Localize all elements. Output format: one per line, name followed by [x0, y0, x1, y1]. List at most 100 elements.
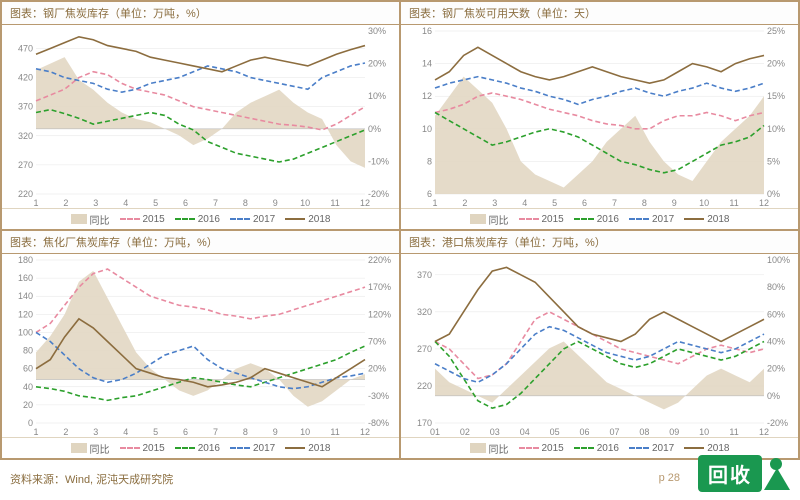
- chart-panel-1: 图表：钢厂焦炭可用天数（单位：天）68101214160%5%10%15%20%…: [400, 1, 799, 230]
- svg-text:320: 320: [18, 131, 33, 141]
- svg-text:02: 02: [460, 427, 470, 437]
- svg-text:0%: 0%: [368, 124, 381, 134]
- svg-text:3: 3: [93, 427, 98, 437]
- svg-text:0: 0: [28, 418, 33, 428]
- svg-text:3: 3: [492, 198, 497, 208]
- svg-text:6: 6: [582, 198, 587, 208]
- svg-text:370: 370: [18, 102, 33, 112]
- svg-text:10: 10: [422, 124, 432, 134]
- svg-text:9: 9: [273, 427, 278, 437]
- svg-text:10: 10: [300, 198, 310, 208]
- chart-panel-0: 图表：钢厂焦炭库存（单位：万吨，%）220270320370420470-20%…: [1, 1, 400, 230]
- svg-text:10: 10: [300, 427, 310, 437]
- svg-text:14: 14: [422, 59, 432, 69]
- svg-text:8: 8: [427, 156, 432, 166]
- svg-text:25%: 25%: [767, 26, 785, 36]
- svg-text:80: 80: [23, 346, 33, 356]
- chart-title: 图表：焦化厂焦炭库存（单位：万吨，%）: [2, 231, 399, 254]
- svg-text:5: 5: [552, 198, 557, 208]
- source-text: 资料来源：Wind, 泥沌天成研究院: [10, 471, 173, 487]
- svg-text:1: 1: [432, 198, 437, 208]
- chart-canvas: 020406080100120140160180-80%-30%20%70%12…: [2, 254, 399, 437]
- svg-text:-20%: -20%: [368, 189, 389, 199]
- chart-grid: 图表：钢厂焦炭库存（单位：万吨，%）220270320370420470-20%…: [0, 0, 800, 460]
- page-number: p 28: [659, 472, 680, 484]
- svg-text:08: 08: [639, 427, 649, 437]
- svg-text:10%: 10%: [368, 91, 386, 101]
- svg-text:2: 2: [63, 198, 68, 208]
- svg-text:6: 6: [183, 427, 188, 437]
- svg-text:120%: 120%: [368, 309, 391, 319]
- svg-text:70%: 70%: [368, 337, 386, 347]
- svg-text:09: 09: [669, 427, 679, 437]
- footer: 资料来源：Wind, 泥沌天成研究院 p 28 回收: [0, 460, 800, 498]
- chart-title: 图表：钢厂焦炭库存（单位：万吨，%）: [2, 2, 399, 25]
- svg-text:100%: 100%: [767, 255, 790, 265]
- svg-text:30%: 30%: [368, 26, 386, 36]
- svg-text:05: 05: [550, 427, 560, 437]
- svg-text:8: 8: [243, 198, 248, 208]
- svg-text:20: 20: [23, 400, 33, 410]
- svg-text:20%: 20%: [767, 364, 785, 374]
- logo-text: 回收: [698, 455, 762, 492]
- svg-text:320: 320: [417, 307, 432, 317]
- svg-text:15%: 15%: [767, 91, 785, 101]
- svg-text:4: 4: [522, 198, 527, 208]
- svg-text:8: 8: [642, 198, 647, 208]
- svg-text:12: 12: [759, 427, 769, 437]
- svg-text:100: 100: [18, 327, 33, 337]
- svg-text:01: 01: [430, 427, 440, 437]
- recycle-logo: 回收: [698, 455, 790, 492]
- svg-text:-30%: -30%: [368, 391, 389, 401]
- chart-legend: 同比2015201620172018: [401, 208, 798, 229]
- svg-text:03: 03: [490, 427, 500, 437]
- svg-text:0%: 0%: [767, 391, 780, 401]
- svg-text:11: 11: [729, 427, 738, 437]
- svg-text:-10%: -10%: [368, 156, 389, 166]
- svg-text:80%: 80%: [767, 282, 785, 292]
- svg-text:170%: 170%: [368, 282, 391, 292]
- chart-title: 图表：港口焦炭库存（单位：万吨，%）: [401, 231, 798, 254]
- svg-text:40%: 40%: [767, 337, 785, 347]
- svg-text:10%: 10%: [767, 124, 785, 134]
- svg-text:16: 16: [422, 26, 432, 36]
- svg-text:12: 12: [422, 91, 432, 101]
- svg-text:9: 9: [273, 198, 278, 208]
- svg-text:11: 11: [729, 198, 738, 208]
- svg-text:140: 140: [18, 291, 33, 301]
- svg-text:220: 220: [417, 381, 432, 391]
- svg-text:420: 420: [18, 73, 33, 83]
- person-icon: [764, 458, 790, 490]
- svg-text:7: 7: [213, 427, 218, 437]
- svg-text:160: 160: [18, 273, 33, 283]
- svg-text:6: 6: [427, 189, 432, 199]
- svg-text:11: 11: [330, 427, 339, 437]
- chart-legend: 同比2015201620172018: [2, 437, 399, 458]
- chart-canvas: 170220270320370-20%0%20%40%60%80%100%010…: [401, 254, 798, 437]
- svg-text:12: 12: [759, 198, 769, 208]
- svg-text:60%: 60%: [767, 309, 785, 319]
- svg-text:20%: 20%: [368, 59, 386, 69]
- svg-text:60: 60: [23, 364, 33, 374]
- svg-text:4: 4: [123, 198, 128, 208]
- svg-text:220%: 220%: [368, 255, 391, 265]
- chart-legend: 同比2015201620172018: [2, 208, 399, 229]
- chart-canvas: 220270320370420470-20%-10%0%10%20%30%123…: [2, 25, 399, 208]
- svg-text:5: 5: [153, 427, 158, 437]
- svg-text:5: 5: [153, 198, 158, 208]
- svg-text:-20%: -20%: [767, 418, 788, 428]
- svg-text:20%: 20%: [767, 59, 785, 69]
- svg-text:12: 12: [360, 427, 370, 437]
- svg-text:3: 3: [93, 198, 98, 208]
- svg-text:4: 4: [123, 427, 128, 437]
- chart-canvas: 68101214160%5%10%15%20%25%12345678910111…: [401, 25, 798, 208]
- svg-text:370: 370: [417, 270, 432, 280]
- svg-text:9: 9: [672, 198, 677, 208]
- svg-text:180: 180: [18, 255, 33, 265]
- svg-text:2: 2: [63, 427, 68, 437]
- svg-text:-80%: -80%: [368, 418, 389, 428]
- svg-text:11: 11: [330, 198, 339, 208]
- svg-text:10: 10: [699, 427, 709, 437]
- svg-text:7: 7: [213, 198, 218, 208]
- chart-title: 图表：钢厂焦炭可用天数（单位：天）: [401, 2, 798, 25]
